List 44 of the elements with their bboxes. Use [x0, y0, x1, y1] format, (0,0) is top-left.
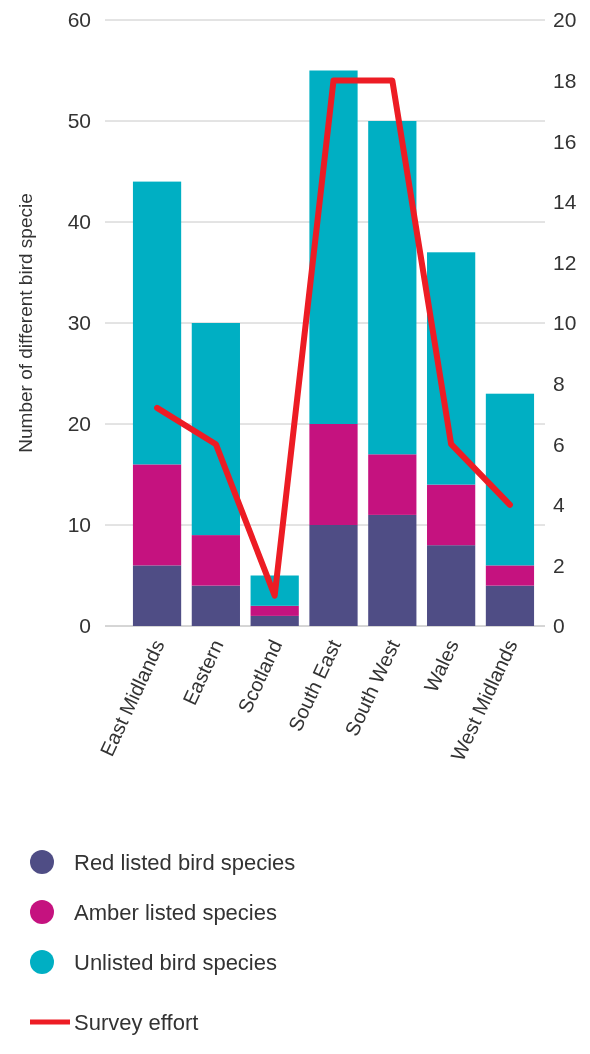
bar — [485, 393, 535, 566]
bar — [309, 525, 358, 626]
y2-tick-label: 10 — [553, 311, 577, 335]
y2-tick-label: 0 — [553, 614, 565, 638]
y2-tick-label: 20 — [553, 8, 577, 32]
y-tick-label: 0 — [79, 614, 91, 638]
bar — [368, 514, 417, 626]
y2-tick-label: 18 — [553, 68, 577, 92]
y2-tick-label: 14 — [553, 190, 577, 214]
y-tick-label: 30 — [67, 311, 91, 335]
bar — [250, 605, 299, 616]
bar — [485, 585, 535, 626]
bar — [132, 181, 182, 465]
bar — [427, 484, 476, 546]
y-axis-title: Number of different bird specie — [15, 193, 36, 453]
y2-tick-label: 2 — [553, 553, 565, 577]
bar — [191, 323, 240, 536]
bar — [191, 535, 240, 586]
y2-tick-label: 12 — [553, 250, 577, 274]
y-tick-label: 20 — [67, 412, 91, 436]
bar — [485, 565, 535, 586]
legend-label: Unlisted bird species — [74, 949, 277, 975]
bar — [427, 545, 476, 626]
bar — [427, 252, 476, 485]
y2-tick-label: 8 — [553, 371, 565, 395]
bar — [368, 121, 417, 455]
y2-tick-label: 6 — [553, 432, 565, 456]
y2-tick-label: 4 — [553, 493, 565, 517]
bar — [368, 454, 417, 515]
bar — [191, 585, 240, 626]
y-tick-label: 10 — [67, 513, 91, 537]
y2-tick-label: 16 — [553, 129, 577, 153]
bar — [250, 615, 299, 626]
y-tick-label: 40 — [67, 210, 91, 234]
legend-label: Red listed bird species — [74, 849, 296, 875]
bar — [309, 70, 358, 424]
bar — [132, 464, 182, 566]
legend-label: Survey effort — [74, 1009, 199, 1035]
legend-label: Amber listed species — [74, 899, 277, 925]
y-tick-label: 60 — [67, 8, 91, 32]
y-tick-label: 50 — [67, 109, 91, 133]
bar — [132, 565, 182, 626]
bar — [309, 424, 358, 525]
x-tick-label: South East — [283, 635, 346, 735]
